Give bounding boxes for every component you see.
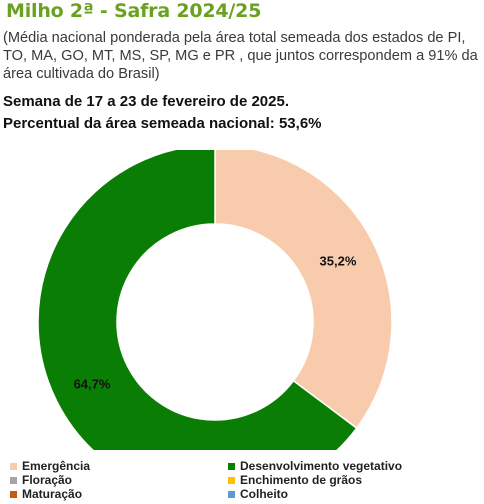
legend-label: Enchimento de grãos (240, 473, 363, 487)
data-label-0: 35,2% (320, 253, 357, 268)
legend-item-floração: Floração (10, 473, 72, 487)
week-label: Semana de 17 a 23 de fevereiro de 2025. (3, 93, 290, 110)
legend-swatch (10, 462, 17, 470)
legend-swatch (10, 490, 17, 498)
legend-swatch (228, 476, 235, 484)
chart-title: Milho 2ª - Safra 2024/25 (6, 0, 262, 22)
slice-desenvolvimento-vegetativo (37, 150, 358, 450)
legend-label: Floração (22, 473, 73, 487)
legend-label: Desenvolvimento vegetativo (240, 459, 403, 473)
data-label-1: 64,7% (74, 377, 111, 392)
legend-swatch (228, 490, 235, 498)
legend-item-desenvolvimento-vegetativo: Desenvolvimento vegetativo (228, 459, 402, 473)
legend-swatch (228, 462, 235, 470)
legend-label: Colheito (240, 487, 288, 501)
legend: Emergência Desenvolvimento vegetativo Flor… (0, 456, 484, 504)
slice-emergência (214, 150, 393, 430)
legend-label: Emergência (22, 459, 91, 473)
legend-swatch (10, 476, 17, 484)
sown-percent-label: Percentual da área semeada nacional: 53,… (3, 115, 322, 132)
legend-item-maturação: Maturação (10, 487, 82, 501)
legend-item-colheito: Colheito (228, 487, 288, 501)
donut-chart: 35,2% 64,7% (37, 150, 393, 450)
legend-item-emergência: Emergência (10, 459, 90, 473)
legend-item-enchimento-de-grãos: Enchimento de grãos (228, 473, 362, 487)
legend-label: Maturação (22, 487, 83, 501)
chart-subtitle: (Média nacional ponderada pela área tota… (3, 30, 478, 82)
